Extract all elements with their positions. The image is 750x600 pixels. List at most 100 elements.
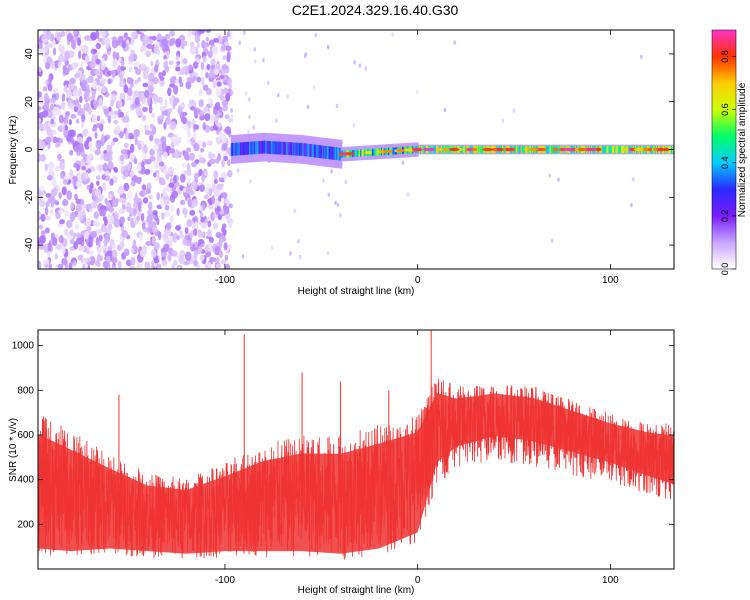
noise-blob [184,227,189,235]
band-core [235,142,238,156]
noise-blob [216,35,223,45]
noise-blob [123,32,128,39]
band-core [285,141,287,155]
noise-blob [39,46,46,56]
band-core [465,145,467,154]
noise-blob [58,192,62,199]
noise-blob [119,154,125,162]
noise-blob [205,30,212,33]
noise-blob [92,80,97,90]
noise-blob [198,89,203,97]
band-core [298,142,301,156]
noise-blob [207,97,212,104]
noise-blob [224,125,232,135]
noise-blob [52,187,58,197]
noise-blob [89,61,96,69]
faint-blob [241,254,245,259]
band-core [549,145,552,154]
noise-blob [48,263,53,269]
noise-blob [198,30,206,34]
noise-blob [71,39,76,49]
snr-y-tick-label: 1000 [12,341,35,352]
noise-blob [134,192,138,202]
noise-blob [120,148,128,155]
noise-blob [117,185,124,196]
noise-blob [227,169,233,178]
noise-blob [45,136,52,144]
band-core [294,142,297,156]
noise-blob [198,156,205,164]
hot-spot [423,147,430,152]
noise-blob [46,175,53,181]
band-core [601,145,604,154]
noise-blob [112,51,117,60]
noise-blob [181,124,188,130]
snr-x-ticks: -100 0 100 [215,330,619,586]
noise-blob [163,121,167,130]
noise-blob [93,211,99,220]
hot-spot [396,148,404,153]
noise-blob [96,253,101,263]
noise-blob [127,190,132,200]
noise-blob [137,111,143,116]
noise-blob [129,134,135,140]
noise-blob [39,195,43,203]
noise-blob [199,254,205,261]
noise-blob [119,73,124,82]
band-core [520,145,523,154]
noise-blob [207,229,212,238]
spectrogram-x-tick-label: 100 [602,275,619,286]
band-core [243,142,246,156]
band-core [322,145,324,159]
noise-blob [42,86,48,92]
noise-blob [119,80,125,88]
faint-blob [326,250,330,256]
snr-y-tick-label: 400 [17,475,34,486]
noise-blob [153,137,161,145]
noise-blob [193,249,198,259]
noise-blob [169,147,175,154]
noise-blob [86,136,92,143]
hot-spot [662,147,670,152]
faint-blob [631,177,635,182]
noise-blob [151,112,156,119]
hot-spot [441,147,449,152]
noise-blob [192,61,199,69]
faint-blob [640,54,643,60]
noise-blob [147,96,151,105]
noise-blob [66,33,74,42]
noise-blob [134,79,139,85]
hot-spot [498,147,504,152]
noise-blob [38,112,46,118]
noise-blob [186,163,191,170]
band-core [616,145,619,154]
band-core [238,142,241,156]
band-core [264,140,267,154]
noise-blob [49,195,56,204]
noise-blob [57,61,62,69]
noise-blob [176,60,181,66]
noise-blob [169,83,176,88]
noise-blob [172,237,177,243]
noise-blob [73,175,77,186]
colorbar-label: Normalized spectral amplitude [737,82,748,217]
spectrogram-x-tick-label: -100 [215,275,235,286]
band-core [521,145,524,154]
noise-blob [146,215,153,224]
noise-blob [58,138,64,144]
noise-blob [202,122,206,131]
noise-blob [191,198,199,208]
band-core [293,142,295,156]
noise-blob [75,118,80,124]
noise-blob [102,260,109,269]
noise-blob [164,204,170,211]
noise-blob [187,120,192,129]
noise-blob [218,239,223,248]
faint-blob [304,52,308,57]
noise-blob [212,213,219,219]
noise-blob [207,220,212,228]
band-core [278,141,280,155]
band-core [304,143,307,157]
band-core [275,141,278,155]
noise-blob [62,198,69,207]
